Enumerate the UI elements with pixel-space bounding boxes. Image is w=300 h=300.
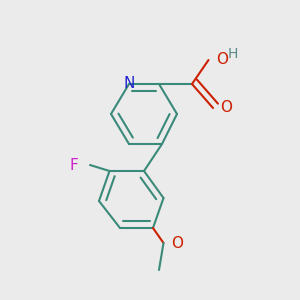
Text: O: O bbox=[220, 100, 232, 116]
Text: F: F bbox=[69, 158, 78, 172]
Text: N: N bbox=[123, 76, 135, 92]
Text: O: O bbox=[216, 52, 228, 68]
Text: O: O bbox=[171, 236, 183, 250]
Text: H: H bbox=[228, 47, 238, 61]
